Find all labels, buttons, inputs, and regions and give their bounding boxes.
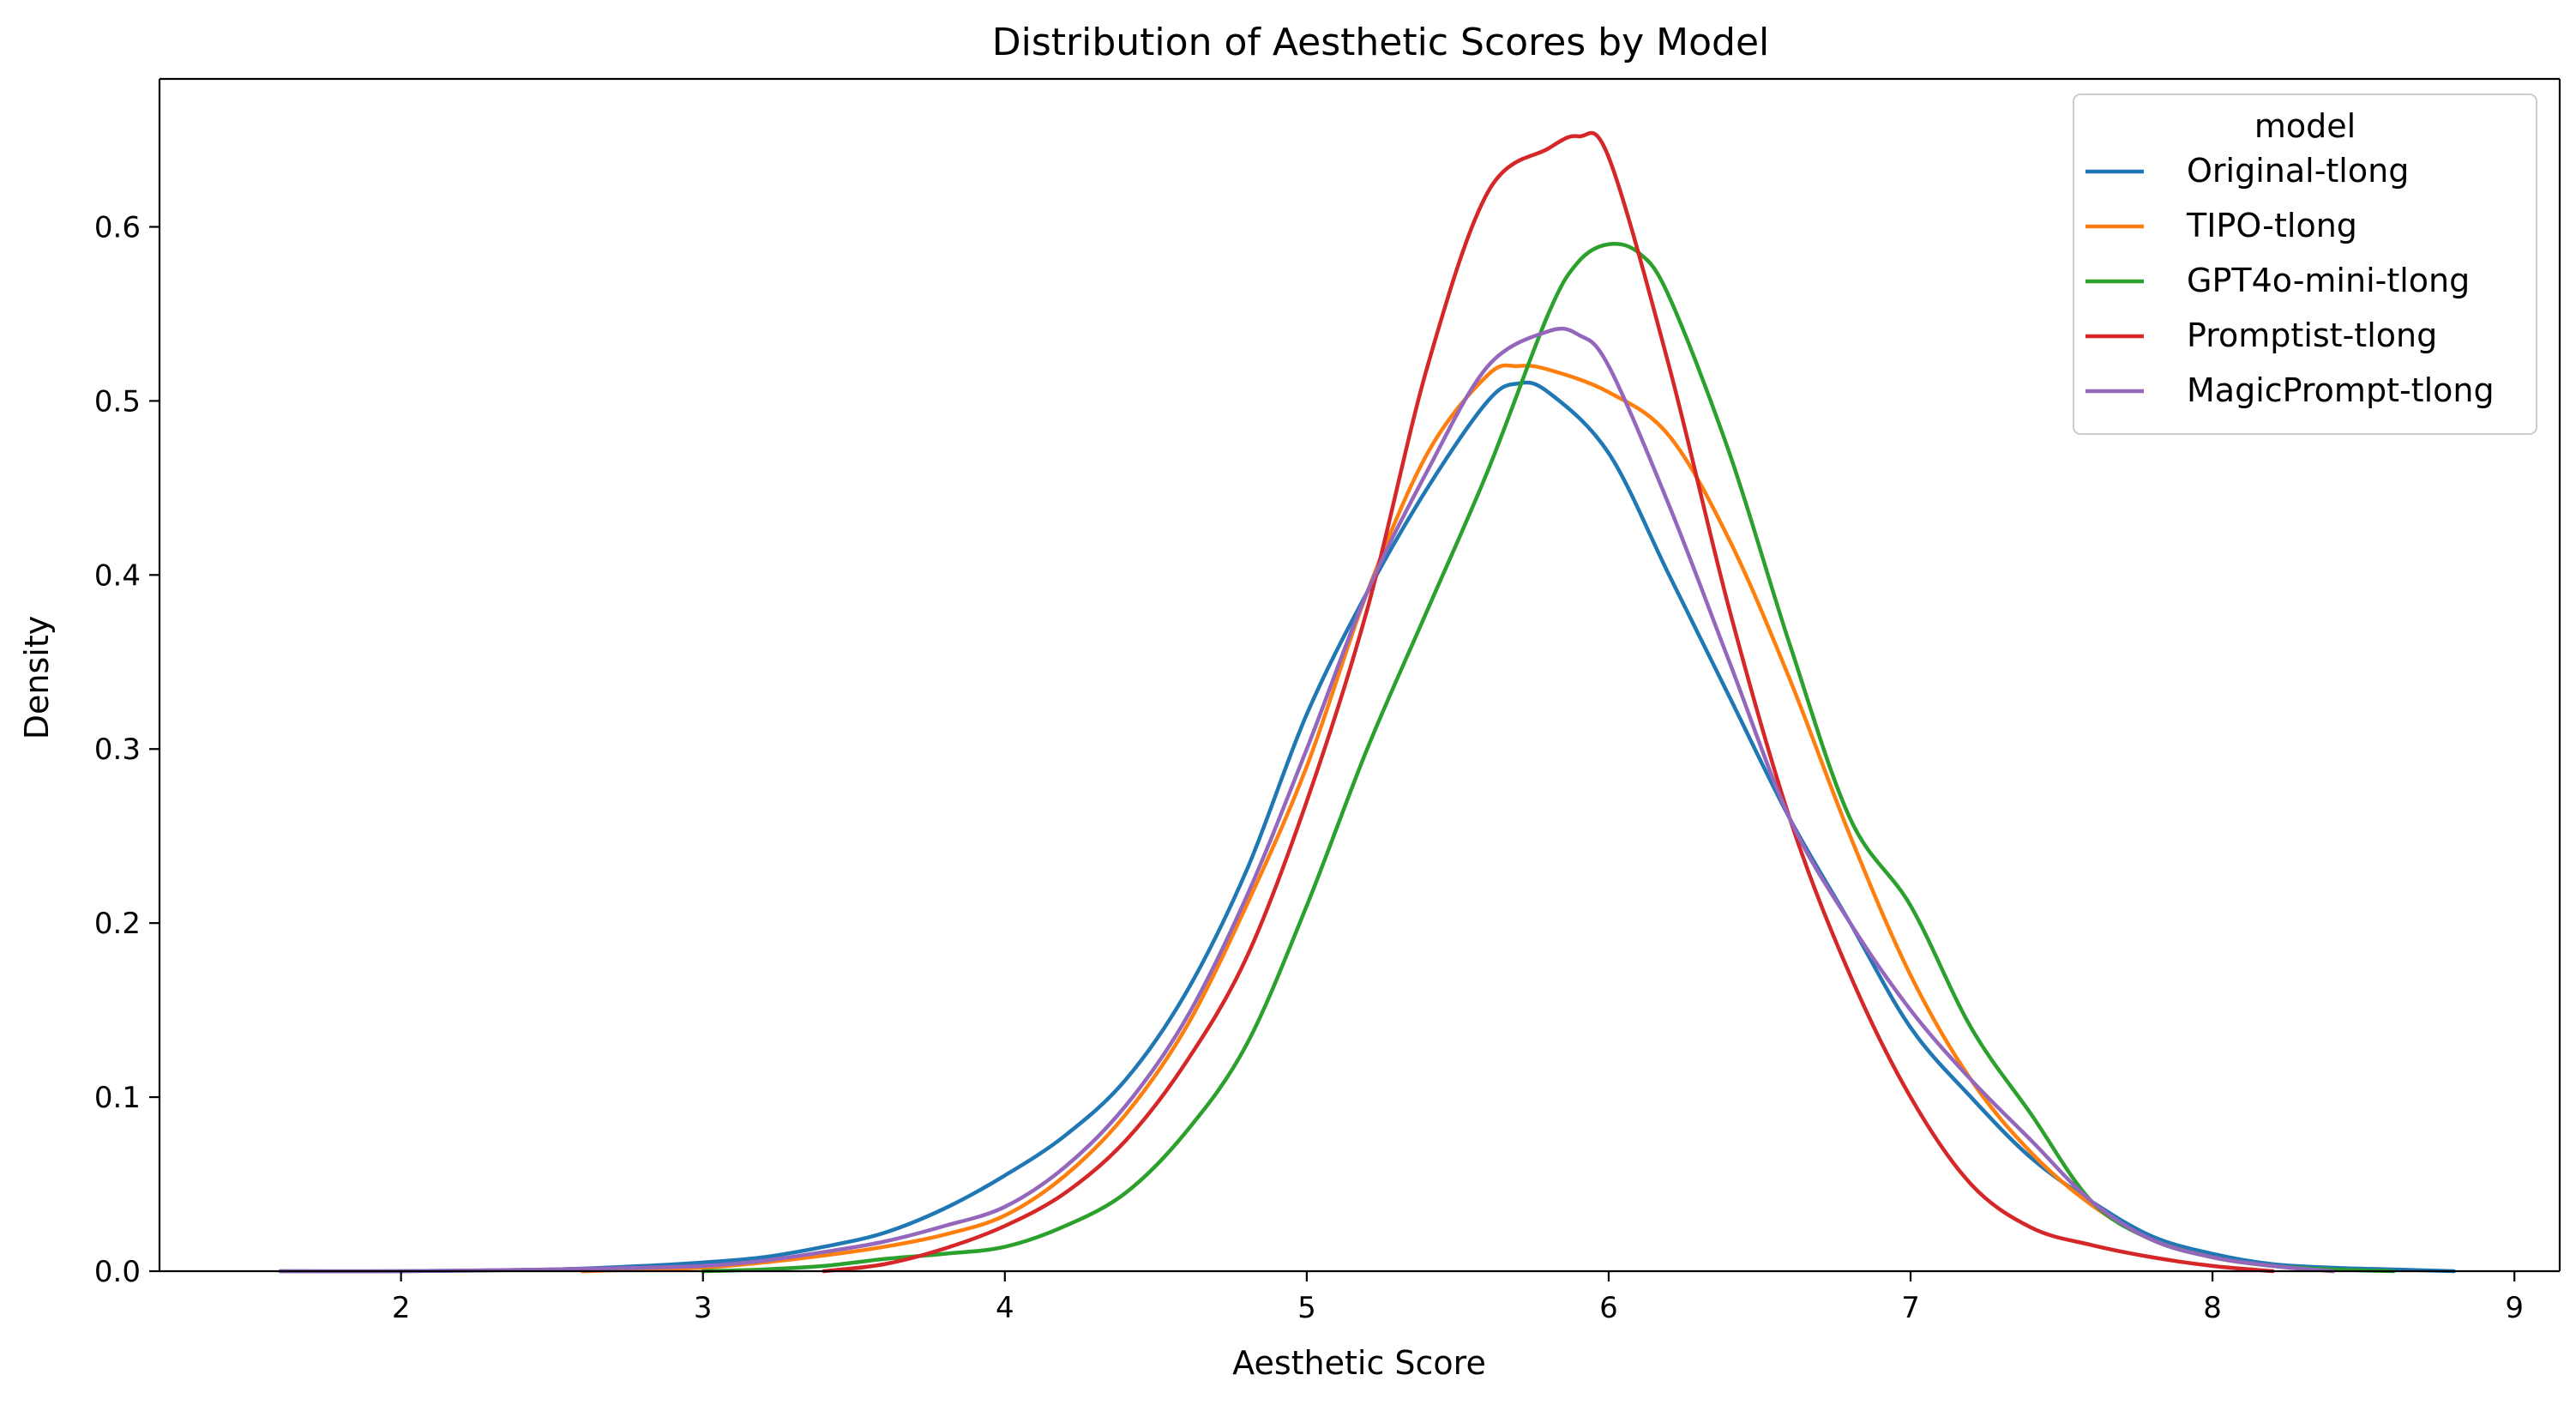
y-tick-label: 0.1 bbox=[94, 1081, 141, 1115]
x-tick-label: 8 bbox=[2203, 1291, 2222, 1325]
y-tick-label: 0.3 bbox=[94, 733, 141, 767]
x-tick-label: 4 bbox=[996, 1291, 1014, 1325]
y-axis-label: Density bbox=[18, 616, 56, 739]
x-tick-label: 7 bbox=[1901, 1291, 1920, 1325]
y-tick-label: 0.6 bbox=[94, 210, 141, 244]
y-ticks: 0.0 0.1 0.2 0.3 0.4 0.5 0.6 bbox=[94, 210, 159, 1289]
legend-box bbox=[2073, 93, 2537, 435]
series-line-magicprompt-tlong bbox=[278, 326, 2336, 1274]
legend: model Original-tlong TIPO-tlong GPT4o-mini… bbox=[2073, 93, 2537, 435]
x-ticks: 2 3 4 5 6 7 8 9 bbox=[392, 1271, 2524, 1325]
x-axis-label: Aesthetic Score bbox=[1232, 1344, 1486, 1382]
series-line-tipo-tlong bbox=[580, 363, 2336, 1274]
y-tick-label: 0.4 bbox=[94, 558, 141, 593]
legend-label-gpt4o-mini-tlong: GPT4o-mini-tlong bbox=[2187, 262, 2470, 299]
series-line-promptist-tlong bbox=[822, 130, 2275, 1274]
legend-label-promptist-tlong: Promptist-tlong bbox=[2187, 317, 2437, 354]
x-tick-label: 3 bbox=[694, 1291, 713, 1325]
legend-label-tipo-tlong: TIPO-tlong bbox=[2186, 207, 2357, 244]
chart-title: Distribution of Aesthetic Scores by Mode… bbox=[992, 21, 1769, 64]
legend-title: model bbox=[2254, 107, 2356, 145]
x-tick-label: 5 bbox=[1297, 1291, 1316, 1325]
series-line-gpt4o-mini-tlong bbox=[701, 241, 2396, 1274]
x-tick-label: 6 bbox=[1599, 1291, 1618, 1325]
y-tick-label: 0.0 bbox=[94, 1255, 141, 1289]
y-tick-label: 0.2 bbox=[94, 907, 141, 941]
legend-label-magicprompt-tlong: MagicPrompt-tlong bbox=[2187, 371, 2495, 409]
legend-label-original-tlong: Original-tlong bbox=[2187, 152, 2409, 190]
series-curves bbox=[278, 130, 2457, 1274]
legend-items: Original-tlong TIPO-tlong GPT4o-mini-tlong… bbox=[2085, 152, 2495, 409]
x-tick-label: 2 bbox=[392, 1291, 411, 1325]
y-tick-label: 0.5 bbox=[94, 384, 141, 419]
x-tick-label: 9 bbox=[2505, 1291, 2524, 1325]
axes-frame bbox=[158, 77, 2561, 1273]
